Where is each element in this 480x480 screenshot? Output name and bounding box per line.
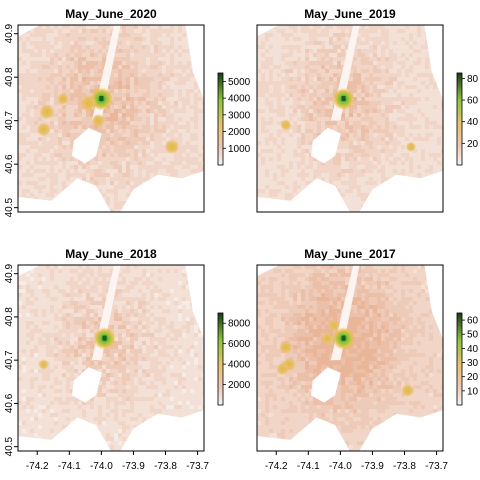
legend-tick-label: 4000 xyxy=(228,94,251,105)
hotspot-7 xyxy=(56,92,69,105)
legend-tick-label: 80 xyxy=(467,74,479,85)
hotspot-2 xyxy=(79,94,98,112)
legend-tick-label: 1000 xyxy=(228,144,251,155)
heatmap-raster xyxy=(18,25,204,212)
legend-tick-label: 8000 xyxy=(228,319,251,330)
plot-frame xyxy=(256,24,444,213)
legend-tick-label: 20 xyxy=(467,372,479,383)
y-tick-label: 40.6 xyxy=(4,393,15,413)
plot-frame xyxy=(17,264,205,452)
x-tick-label: -74.2 xyxy=(26,461,49,472)
panel-title: May_June_2017 xyxy=(304,247,396,261)
y-tick-label: 40.8 xyxy=(4,67,15,87)
y-tick-label: 40.8 xyxy=(4,307,15,327)
legend-tick-label: 2000 xyxy=(228,127,251,138)
legend-tick-label: 50 xyxy=(467,330,479,341)
legend-tick-label: 60 xyxy=(467,96,479,107)
hotspot-4 xyxy=(321,332,335,345)
legend-colorbar: 1000 2000 3000 4000 5000 xyxy=(217,72,251,166)
panel-1: May_June_2020 40.9 40.8 40.7 40.6 40.5 1000 200… xyxy=(4,7,251,217)
legend-tick-label: 40 xyxy=(467,344,479,355)
x-tick-label: -73.9 xyxy=(122,461,145,472)
hotspot-3 xyxy=(405,141,417,152)
hotspot-4 xyxy=(36,122,51,137)
hotspot-6 xyxy=(164,139,180,155)
heatmap-raster xyxy=(18,265,204,451)
hotspot-6 xyxy=(401,383,415,398)
hotspot-7 xyxy=(327,319,340,332)
legend-tick-label: 4000 xyxy=(228,360,251,371)
legend-tick-label: 6000 xyxy=(228,339,251,350)
legend-tick-label: 2000 xyxy=(228,380,251,391)
x-tick-label: -73.8 xyxy=(393,461,416,472)
x-tick-label: -74.2 xyxy=(265,461,288,472)
x-tick-label: -73.9 xyxy=(361,461,384,472)
plot-frame xyxy=(17,24,205,213)
hotspot-2 xyxy=(278,340,293,355)
x-tick-label: -73.7 xyxy=(186,461,209,472)
legend-tick-label: 30 xyxy=(467,358,479,369)
hotspot-5 xyxy=(91,113,106,128)
legend-tick-label: 3000 xyxy=(228,110,251,121)
y-tick-label: 40.7 xyxy=(4,350,15,370)
legend-colorbar: 2000 4000 6000 8000 xyxy=(217,312,251,406)
panel-4: May_June_2017 -74.2 -74.1 -74.0 -73.9 -73.8 -7… xyxy=(256,247,479,472)
heatmap-raster xyxy=(257,265,443,451)
hotspot-3 xyxy=(39,104,55,120)
x-tick-label: -74.0 xyxy=(90,461,113,472)
legend-colorbar: 20 40 60 80 xyxy=(456,72,479,166)
hotspot-5 xyxy=(276,362,290,376)
x-tick-label: -73.7 xyxy=(425,461,448,472)
x-tick-label: -74.0 xyxy=(329,461,352,472)
panel-title: May_June_2019 xyxy=(304,7,396,21)
panel-3: May_June_2018 40.9 40.8 40.7 40.6 40.5 -74.2 -7… xyxy=(4,247,251,472)
legend-colorbar: 10 20 30 40 50 60 xyxy=(456,312,479,406)
legend-tick-label: 40 xyxy=(467,117,479,128)
y-tick-label: 40.5 xyxy=(4,437,15,457)
hotspot-2 xyxy=(38,359,49,370)
plot-frame xyxy=(256,264,444,452)
legend-tick-label: 60 xyxy=(467,316,479,327)
x-tick-label: -74.1 xyxy=(58,461,81,472)
legend-tick-label: 5000 xyxy=(228,77,251,88)
y-tick-label: 40.9 xyxy=(4,263,15,283)
y-tick-label: 40.6 xyxy=(4,154,15,174)
panel-title: May_June_2018 xyxy=(65,247,157,261)
x-tick-label: -73.8 xyxy=(154,461,177,472)
heatmap-raster xyxy=(257,25,443,212)
y-tick-label: 40.5 xyxy=(4,197,15,217)
legend-tick-label: 20 xyxy=(467,139,479,150)
panel-title: May_June_2020 xyxy=(65,7,157,21)
legend-tick-label: 10 xyxy=(467,386,479,397)
x-tick-label: -74.1 xyxy=(297,461,320,472)
hotspot-2 xyxy=(280,119,292,131)
panel-2: May_June_2019 20 40 60 80 xyxy=(256,7,479,213)
y-tick-label: 40.9 xyxy=(4,24,15,44)
y-tick-label: 40.7 xyxy=(4,111,15,131)
